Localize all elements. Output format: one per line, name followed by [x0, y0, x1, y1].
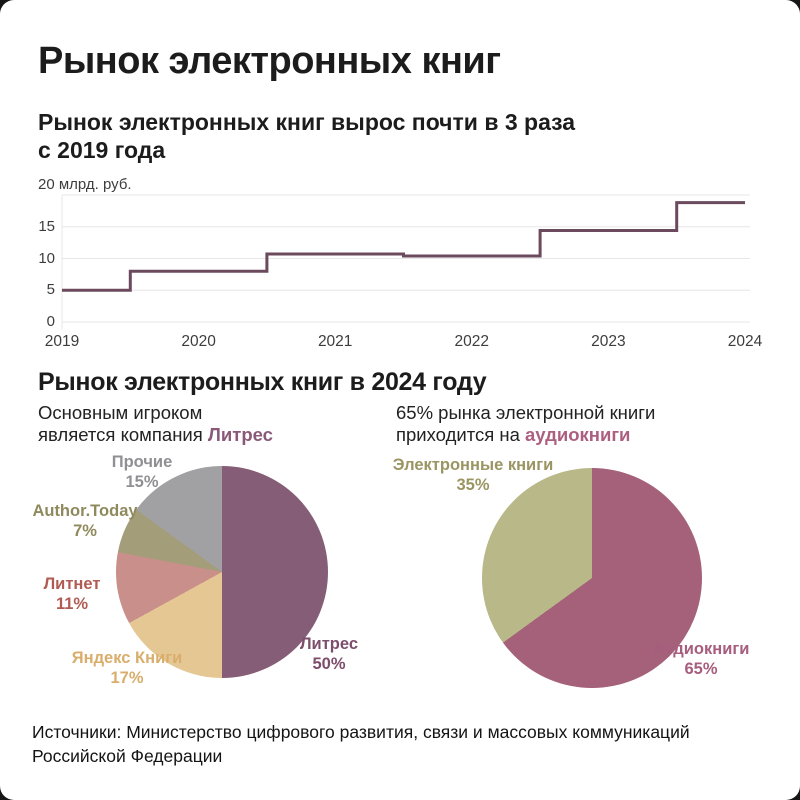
- y-tick-label-5: 5: [46, 281, 55, 299]
- source-text-line2: Российской Федерации: [32, 746, 223, 766]
- market-share-caption: Основным игроком является компания Литре…: [38, 402, 273, 446]
- pie-label-litnet: Литнет 11%: [44, 574, 101, 614]
- x-tick-label-2020: 2020: [181, 333, 216, 350]
- pie-label-audiobooks-pct: 65%: [684, 660, 718, 678]
- format-share-caption-line2: приходится на: [396, 424, 526, 445]
- pie-label-litres-name: Литрес: [299, 635, 359, 653]
- market-share-caption-line2: является компания: [38, 424, 208, 445]
- pie-label-litnet-name: Литнет: [43, 575, 101, 593]
- pie-label-author-today-name: Author.Today: [32, 502, 138, 520]
- step-line-series: [62, 201, 745, 292]
- format-share-pie: [482, 468, 702, 688]
- x-tick-label-2023: 2023: [591, 333, 626, 350]
- x-tick-label-2022: 2022: [454, 333, 490, 350]
- pie-label-litres-pct: 50%: [312, 655, 346, 673]
- pie-label-ebooks-pct: 35%: [456, 476, 490, 494]
- pie-label-ebooks: Электронные книги 35%: [393, 455, 553, 495]
- pie-label-yandex-books: Яндекс Книги 17%: [72, 648, 182, 688]
- market-share-caption-accent: Литрес: [207, 424, 273, 445]
- source-text: Источники: Министерство цифрового развит…: [32, 720, 772, 768]
- pie-label-audiobooks-name: Аудиокниги: [652, 640, 750, 658]
- x-tick-label-2019: 2019: [44, 333, 80, 350]
- pie-label-litnet-pct: 11%: [55, 595, 89, 613]
- source-text-line1: Источники: Министерство цифрового развит…: [32, 722, 690, 742]
- x-tick-label-2021: 2021: [317, 333, 353, 350]
- pie-label-yandex-books-name: Яндекс Книги: [71, 649, 183, 667]
- step-chart-heading-line2: с 2019 года: [38, 137, 166, 163]
- page-title: Рынок электронных книг: [38, 40, 501, 82]
- market-share-pie: [116, 466, 328, 678]
- market-share-caption-line1: Основным игроком: [38, 402, 203, 423]
- section-title-2024: Рынок электронных книг в 2024 году: [38, 368, 487, 396]
- pie-label-others-name: Прочие: [111, 453, 173, 471]
- format-share-caption-accent: аудиокниги: [525, 424, 631, 445]
- pie-label-author-today-pct: 7%: [73, 522, 97, 540]
- pie-label-others-pct: 15%: [125, 473, 159, 491]
- pie-label-audiobooks: Аудиокниги 65%: [653, 639, 750, 679]
- pie-label-author-today: Author.Today 7%: [32, 501, 137, 541]
- format-share-caption: 65% рынка электронной книги приходится н…: [396, 402, 655, 446]
- pie-label-others: Прочие 15%: [112, 452, 173, 492]
- y-axis-unit-label: 20 млрд. руб.: [38, 176, 132, 193]
- step-chart-heading: Рынок электронных книг вырос почти в 3 р…: [38, 108, 575, 164]
- pie-label-litres: Литрес 50%: [300, 634, 358, 674]
- pie-label-ebooks-name: Электронные книги: [392, 456, 554, 474]
- pie-label-yandex-books-pct: 17%: [110, 669, 144, 687]
- y-tick-label-15: 15: [38, 217, 55, 235]
- y-tick-label-0: 0: [46, 313, 55, 330]
- y-tick-label-10: 10: [38, 249, 55, 267]
- step-chart-heading-line1: Рынок электронных книг вырос почти в 3 р…: [38, 109, 576, 135]
- format-share-caption-line1: 65% рынка электронной книги: [396, 402, 656, 423]
- x-tick-label-2024: 2024: [727, 333, 763, 350]
